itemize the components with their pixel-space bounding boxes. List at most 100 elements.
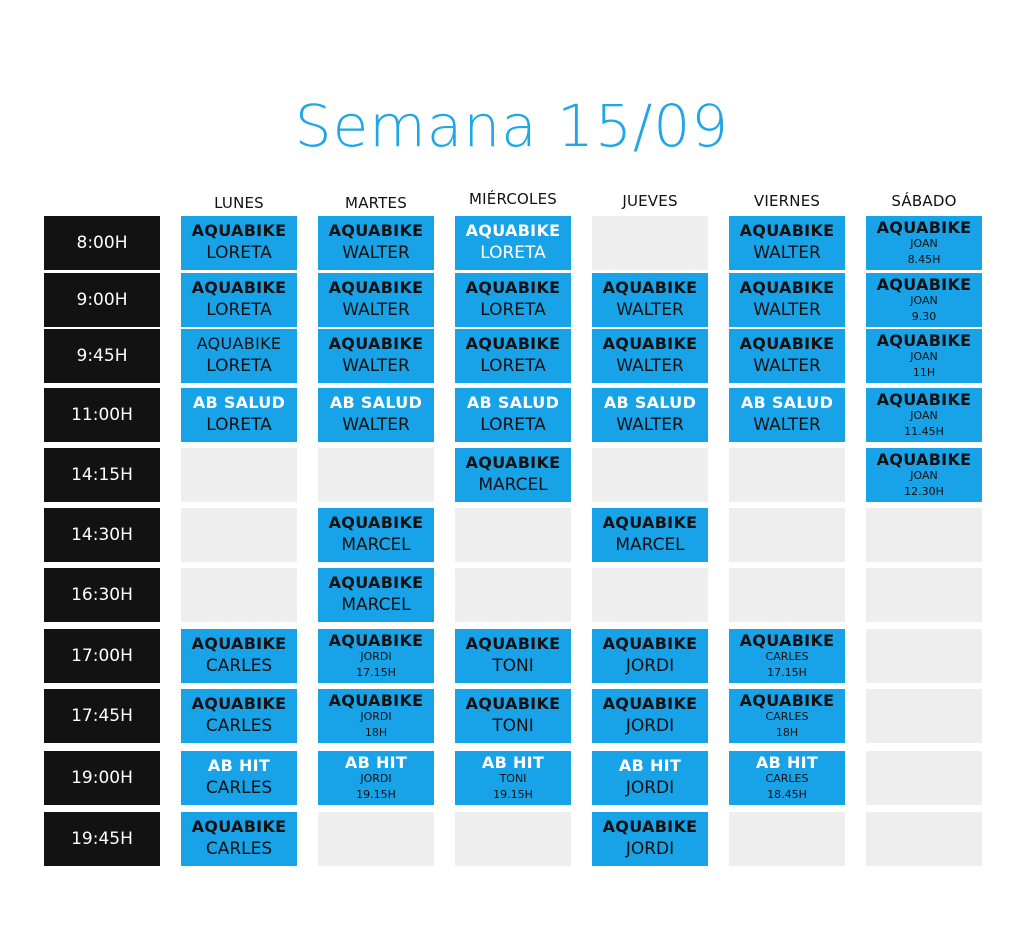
- class-slot: AQUABIKE JOAN 8.45H: [866, 216, 982, 270]
- instructor-name: JORDI: [625, 778, 675, 799]
- time-slot-label: 14:30H: [44, 508, 160, 562]
- empty-slot: [866, 568, 982, 622]
- empty-slot: [729, 568, 845, 622]
- instructor-name: CARLES: [205, 778, 273, 799]
- class-slot: AQUABIKE JOAN 9.30: [866, 273, 982, 327]
- instructor-name: TONI: [499, 771, 527, 785]
- class-name: AQUABIKE: [602, 278, 698, 298]
- instructor-name: WALTER: [753, 243, 821, 264]
- empty-slot: [866, 812, 982, 866]
- class-slot: AB HIT TONI 19.15H: [455, 751, 571, 805]
- class-slot: AQUABIKE LORETA: [181, 216, 297, 270]
- instructor-name: TONI: [492, 656, 534, 677]
- instructor-name: CARLES: [765, 709, 809, 723]
- class-name: AQUABIKE: [876, 218, 972, 238]
- empty-slot: [866, 751, 982, 805]
- instructor-name: WALTER: [342, 243, 410, 264]
- class-time: 18.45H: [767, 788, 807, 802]
- class-name: AQUABIKE: [602, 334, 698, 354]
- class-slot: AQUABIKE CARLES: [181, 629, 297, 683]
- day-header: MARTES: [345, 194, 407, 212]
- class-slot: AB HIT CARLES 18.45H: [729, 751, 845, 805]
- instructor-name: WALTER: [342, 300, 410, 321]
- class-time: 18H: [364, 726, 388, 740]
- instructor-name: WALTER: [753, 356, 821, 377]
- class-name: AQUABIKE: [465, 694, 561, 714]
- class-slot: AQUABIKE JORDI: [592, 689, 708, 743]
- class-name: AQUABIKE: [739, 631, 835, 651]
- class-slot: AQUABIKE TONI: [455, 689, 571, 743]
- time-slot-label: 19:00H: [44, 751, 160, 805]
- time-slot-label: 16:30H: [44, 568, 160, 622]
- empty-slot: [592, 216, 708, 270]
- class-slot: AQUABIKE MARCEL: [592, 508, 708, 562]
- class-slot: AQUABIKE JOAN 11.45H: [866, 388, 982, 442]
- instructor-name: CARLES: [205, 656, 273, 677]
- class-slot: AQUABIKE JORDI: [592, 629, 708, 683]
- class-name: AQUABIKE: [328, 631, 424, 651]
- class-slot: AQUABIKE WALTER: [318, 273, 434, 327]
- class-name: AQUABIKE: [328, 573, 424, 593]
- class-slot: AB HIT JORDI 19.15H: [318, 751, 434, 805]
- class-time: 11.45H: [904, 425, 944, 439]
- class-name: AB SALUD: [466, 393, 560, 413]
- class-name: AB HIT: [755, 753, 819, 773]
- instructor-name: LORETA: [480, 415, 546, 436]
- class-slot: AQUABIKE JORDI 17.15H: [318, 629, 434, 683]
- instructor-name: JORDI: [360, 771, 392, 785]
- instructor-name: WALTER: [342, 415, 410, 436]
- day-header: JUEVES: [622, 192, 678, 210]
- class-slot: AB SALUD WALTER: [592, 388, 708, 442]
- empty-slot: [866, 629, 982, 683]
- class-slot: AB SALUD WALTER: [729, 388, 845, 442]
- time-slot-label: 17:45H: [44, 689, 160, 743]
- time-slot-label: 9:45H: [44, 329, 160, 383]
- class-time: 17.15H: [356, 666, 396, 680]
- class-slot: AQUABIKE WALTER: [592, 329, 708, 383]
- class-name: AQUABIKE: [465, 634, 561, 654]
- class-name: AQUABIKE: [602, 694, 698, 714]
- class-slot: AQUABIKE WALTER: [729, 216, 845, 270]
- time-slot-label: 14:15H: [44, 448, 160, 502]
- class-time: 9.30: [911, 310, 937, 324]
- instructor-name: JOAN: [910, 293, 938, 307]
- instructor-name: JOAN: [910, 408, 938, 422]
- time-slot-label: 9:00H: [44, 273, 160, 327]
- instructor-name: WALTER: [616, 300, 684, 321]
- instructor-name: LORETA: [206, 415, 272, 436]
- empty-slot: [592, 448, 708, 502]
- class-name: AB HIT: [344, 753, 408, 773]
- class-name: AQUABIKE: [876, 450, 972, 470]
- class-slot: AQUABIKE CARLES: [181, 812, 297, 866]
- class-slot: AQUABIKE JOAN 11H: [866, 329, 982, 383]
- class-name: AQUABIKE: [465, 334, 561, 354]
- instructor-name: WALTER: [342, 356, 410, 377]
- instructor-name: MARCEL: [478, 475, 548, 496]
- instructor-name: LORETA: [206, 300, 272, 321]
- class-name: AQUABIKE: [602, 513, 698, 533]
- class-name: AQUABIKE: [739, 334, 835, 354]
- day-header: MIÉRCOLES: [469, 190, 557, 208]
- class-slot: AQUABIKE WALTER: [729, 329, 845, 383]
- instructor-name: LORETA: [480, 243, 546, 264]
- empty-slot: [181, 508, 297, 562]
- instructor-name: MARCEL: [615, 535, 685, 556]
- instructor-name: JORDI: [625, 656, 675, 677]
- class-time: 8.45H: [907, 253, 941, 267]
- day-header: SÁBADO: [891, 192, 957, 210]
- class-name: AB SALUD: [192, 393, 286, 413]
- empty-slot: [866, 689, 982, 743]
- class-time: 19.15H: [493, 788, 533, 802]
- empty-slot: [455, 508, 571, 562]
- class-slot: AQUABIKE WALTER: [729, 273, 845, 327]
- class-slot: AB SALUD LORETA: [181, 388, 297, 442]
- empty-slot: [729, 508, 845, 562]
- class-name: AQUABIKE: [739, 278, 835, 298]
- class-slot: AQUABIKE MARCEL: [318, 568, 434, 622]
- instructor-name: TONI: [492, 716, 534, 737]
- class-slot: AQUABIKE WALTER: [592, 273, 708, 327]
- class-name: AQUABIKE: [739, 221, 835, 241]
- day-header: VIERNES: [753, 192, 821, 210]
- class-slot: AQUABIKE LORETA: [455, 329, 571, 383]
- class-slot: AQUABIKE JORDI 18H: [318, 689, 434, 743]
